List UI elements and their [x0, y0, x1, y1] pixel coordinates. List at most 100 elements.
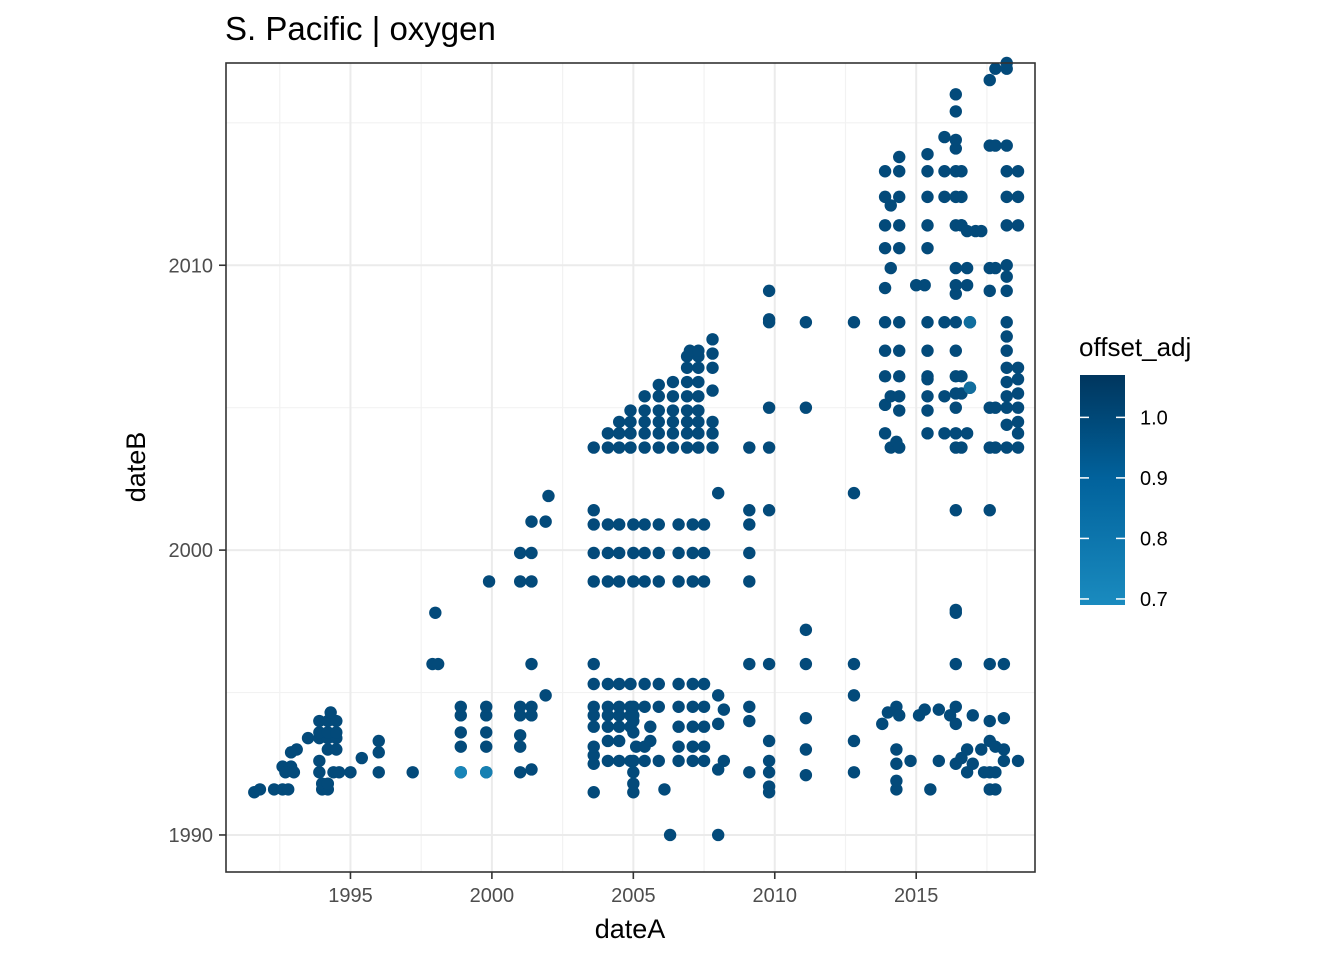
- data-point: [955, 165, 968, 178]
- data-point: [587, 504, 600, 517]
- data-point: [1011, 427, 1025, 440]
- data-point: [686, 754, 699, 768]
- data-point: [921, 165, 934, 178]
- data-point: [743, 766, 756, 779]
- data-point: [601, 677, 615, 691]
- data-point: [949, 427, 962, 440]
- data-point: [692, 344, 705, 357]
- y-tick-label: 2000: [169, 540, 214, 562]
- data-point: [847, 766, 861, 779]
- y-tick-label: 2010: [169, 255, 214, 277]
- data-point: [355, 751, 368, 765]
- data-point: [966, 757, 979, 770]
- data-point: [513, 766, 527, 779]
- data-point: [525, 546, 538, 560]
- data-point: [697, 720, 711, 733]
- legend-colorbar: [1080, 375, 1125, 605]
- data-point: [601, 546, 615, 560]
- data-point-highlight: [963, 381, 977, 394]
- data-point: [513, 575, 527, 588]
- data-point: [638, 415, 651, 429]
- data-point: [938, 130, 951, 144]
- data-point: [847, 734, 861, 748]
- data-point: [624, 677, 637, 691]
- data-point: [638, 518, 651, 531]
- data-point: [692, 361, 705, 374]
- data-point: [799, 711, 813, 725]
- data-point: [955, 190, 968, 204]
- data-point: [893, 316, 906, 329]
- data-point: [672, 754, 685, 768]
- data-point: [921, 241, 934, 255]
- data-point: [938, 165, 951, 178]
- data-point-highlight: [480, 766, 493, 779]
- data-point: [525, 709, 538, 722]
- data-point: [1000, 330, 1013, 343]
- data-point: [932, 703, 946, 716]
- data-point: [332, 766, 346, 779]
- data-point: [601, 575, 615, 588]
- data-point: [960, 743, 974, 756]
- data-point: [330, 726, 343, 739]
- data-point: [454, 726, 467, 739]
- data-point: [629, 740, 643, 753]
- data-point: [938, 390, 951, 403]
- data-point: [587, 441, 600, 454]
- data-point: [762, 754, 776, 768]
- data-point: [762, 504, 776, 517]
- data-point: [847, 689, 861, 702]
- data-point: [692, 415, 705, 429]
- data-point: [638, 677, 651, 691]
- data-point: [683, 344, 697, 357]
- data-point: [983, 73, 996, 87]
- data-point: [918, 703, 931, 716]
- data-point: [652, 415, 665, 429]
- data-point: [672, 720, 685, 733]
- data-point: [313, 714, 326, 728]
- data-point: [966, 709, 979, 722]
- data-point: [711, 486, 725, 500]
- data-point: [711, 763, 725, 776]
- data-point: [975, 743, 988, 756]
- data-point: [587, 749, 600, 762]
- data-point: [513, 740, 527, 753]
- data-point: [918, 278, 931, 292]
- data-point: [652, 441, 665, 454]
- data-point: [921, 316, 934, 329]
- data-point: [762, 780, 776, 793]
- data-point: [983, 284, 996, 298]
- data-point: [1011, 387, 1025, 400]
- data-point: [1011, 190, 1025, 204]
- data-point: [624, 427, 637, 440]
- data-point: [762, 734, 776, 748]
- data-point: [921, 404, 934, 417]
- data-point: [287, 766, 301, 779]
- data-point: [1000, 441, 1013, 454]
- data-point: [955, 370, 968, 383]
- data-point: [949, 261, 962, 275]
- data-point: [480, 726, 493, 739]
- data-point: [680, 404, 694, 417]
- data-point: [921, 372, 934, 386]
- data-point: [890, 757, 903, 770]
- legend-tick-label: 1.0: [1140, 407, 1168, 429]
- data-point: [429, 606, 442, 619]
- data-point: [587, 709, 600, 722]
- data-point: [652, 754, 665, 768]
- data-point: [627, 726, 640, 739]
- data-point: [697, 740, 711, 753]
- x-axis-title: dateA: [595, 914, 666, 944]
- data-point: [513, 546, 527, 560]
- data-point: [612, 677, 626, 691]
- data-point: [1000, 190, 1013, 204]
- data-point: [949, 657, 962, 671]
- data-point: [587, 546, 600, 560]
- data-point: [697, 754, 711, 768]
- data-point: [932, 754, 946, 768]
- data-point: [652, 518, 665, 531]
- data-point: [938, 427, 951, 440]
- y-axis: 1990 2000 2010: [169, 255, 226, 847]
- data-point: [612, 575, 626, 588]
- data-point: [921, 147, 934, 161]
